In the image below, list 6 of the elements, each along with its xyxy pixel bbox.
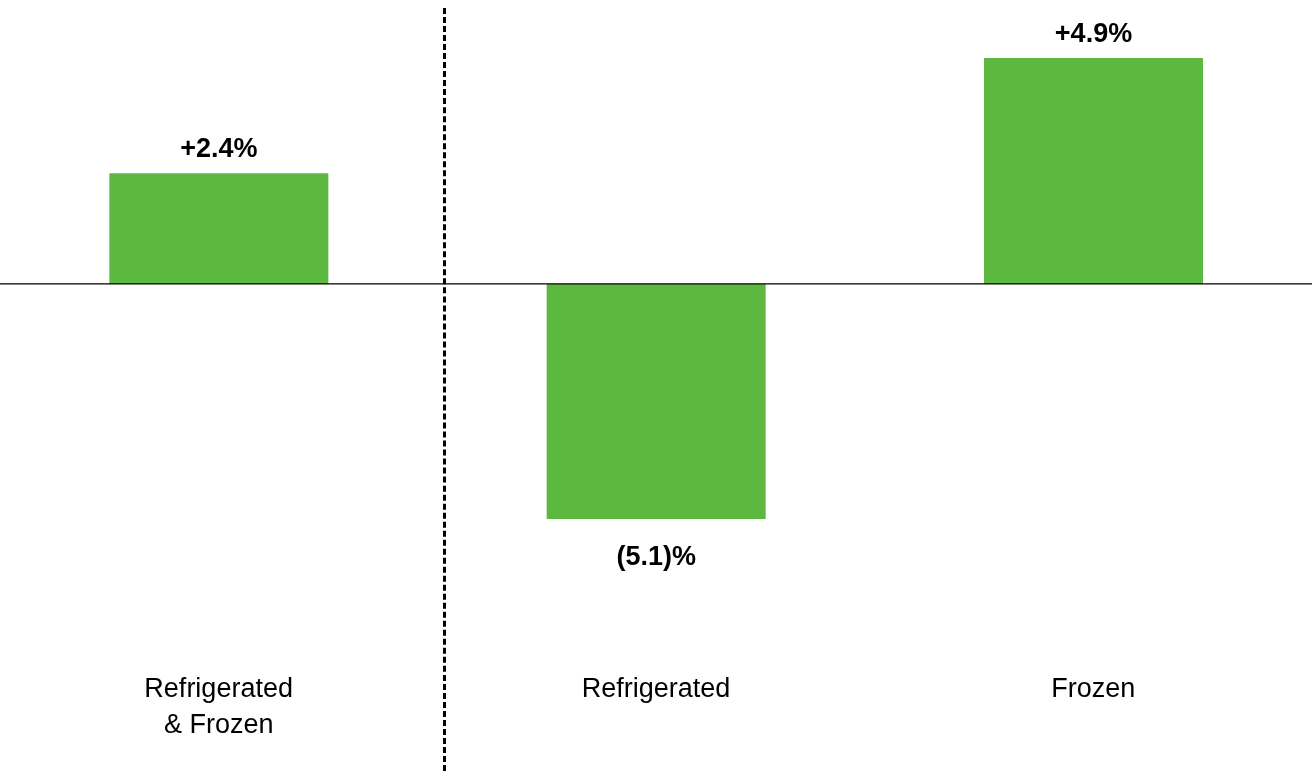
x-tick-label: Refrigerated & Frozen [144, 673, 293, 739]
data-label: +4.9% [1054, 18, 1133, 49]
x-tick-label: Refrigerated [581, 673, 731, 703]
data-label: (5.1)% [616, 541, 696, 572]
x-tick-label: Frozen [1051, 673, 1136, 703]
data-label: +2.4% [180, 133, 258, 164]
